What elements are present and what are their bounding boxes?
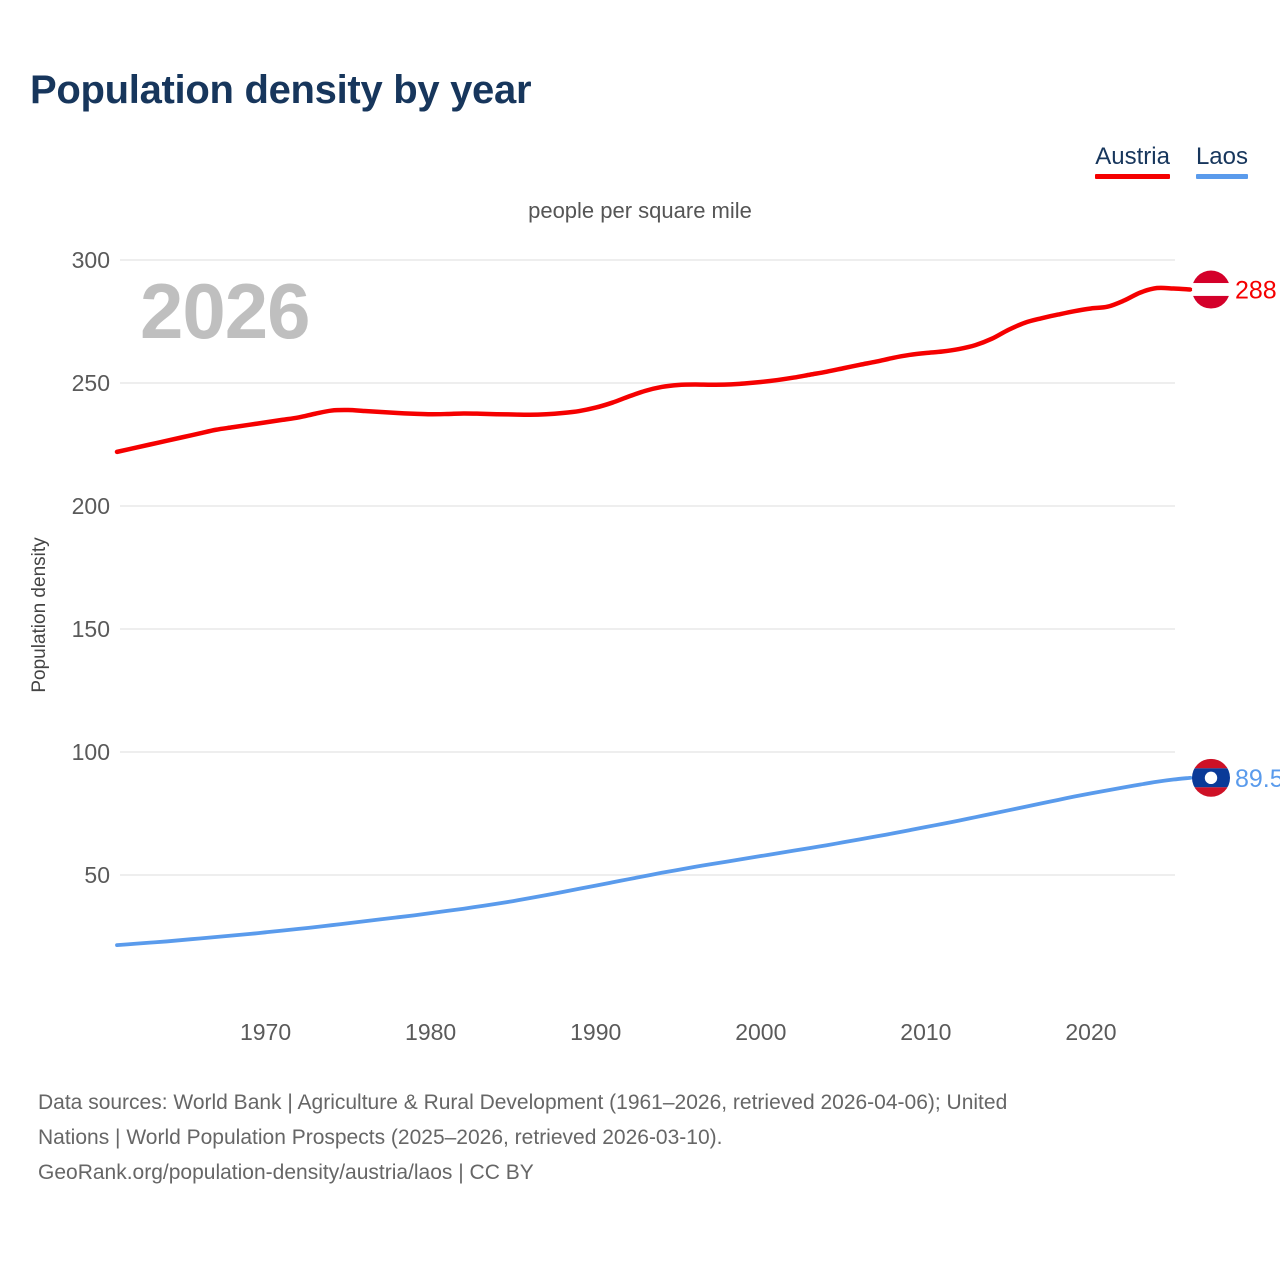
x-tick-label: 1980 [405, 1019, 456, 1045]
flag-band [1192, 270, 1230, 284]
x-tick-labels: 1970 1980 1990 2000 2010 2020 [240, 1019, 1117, 1045]
flag-disc [1204, 771, 1218, 785]
x-tick-label: 2020 [1065, 1019, 1116, 1045]
y-tick-label: 300 [72, 247, 110, 273]
series-line-austria [114, 285, 1193, 455]
y-tick-label: 150 [72, 616, 110, 642]
footer-sources: Data sources: World Bank | Agriculture &… [38, 1085, 1258, 1190]
y-tick-labels: 50 100 150 200 250 300 [72, 247, 110, 888]
y-tick-label: 250 [72, 370, 110, 396]
flag-marker-laos[interactable] [1192, 758, 1230, 797]
gridlines [120, 259, 1175, 876]
y-tick-label: 200 [72, 493, 110, 519]
flag-band [1192, 295, 1230, 309]
end-markers: 288 89.5 [1190, 270, 1280, 797]
watermark-year: 2026 [140, 267, 311, 355]
chart-subtitle: people per square mile [528, 198, 752, 223]
series-lines [114, 285, 1193, 948]
legend-item-laos[interactable]: Laos [1195, 143, 1248, 179]
footer-line-3: GeoRank.org/population-density/austria/l… [38, 1161, 534, 1184]
page-title: Population density by year [30, 68, 532, 112]
legend-rule-laos [1195, 174, 1248, 179]
flag-band [1192, 758, 1230, 769]
y-tick-label: 100 [72, 739, 110, 765]
end-value-label-austria: 288 [1235, 277, 1277, 305]
y-axis-title: Population density [29, 537, 50, 693]
y-tick-label: 50 [84, 862, 110, 888]
flag-band [1192, 283, 1230, 296]
x-tick-label: 2000 [735, 1019, 786, 1045]
flag-marker-austria[interactable] [1192, 270, 1230, 309]
end-value-label-laos: 89.5 [1235, 765, 1280, 793]
series-line-laos [115, 775, 1192, 948]
x-tick-label: 1970 [240, 1019, 291, 1045]
x-tick-label: 2010 [900, 1019, 951, 1045]
legend: Austria Laos [1095, 143, 1248, 179]
legend-rule-austria [1095, 174, 1170, 179]
legend-item-austria[interactable]: Austria [1095, 143, 1170, 179]
footer-line-1: Data sources: World Bank | Agriculture &… [38, 1091, 1008, 1114]
footer-line-2: Nations | World Population Prospects (20… [38, 1126, 723, 1149]
legend-label-laos: Laos [1195, 143, 1248, 170]
flag-band [1192, 787, 1230, 797]
x-tick-label: 1990 [570, 1019, 621, 1045]
legend-label-austria: Austria [1095, 143, 1170, 170]
